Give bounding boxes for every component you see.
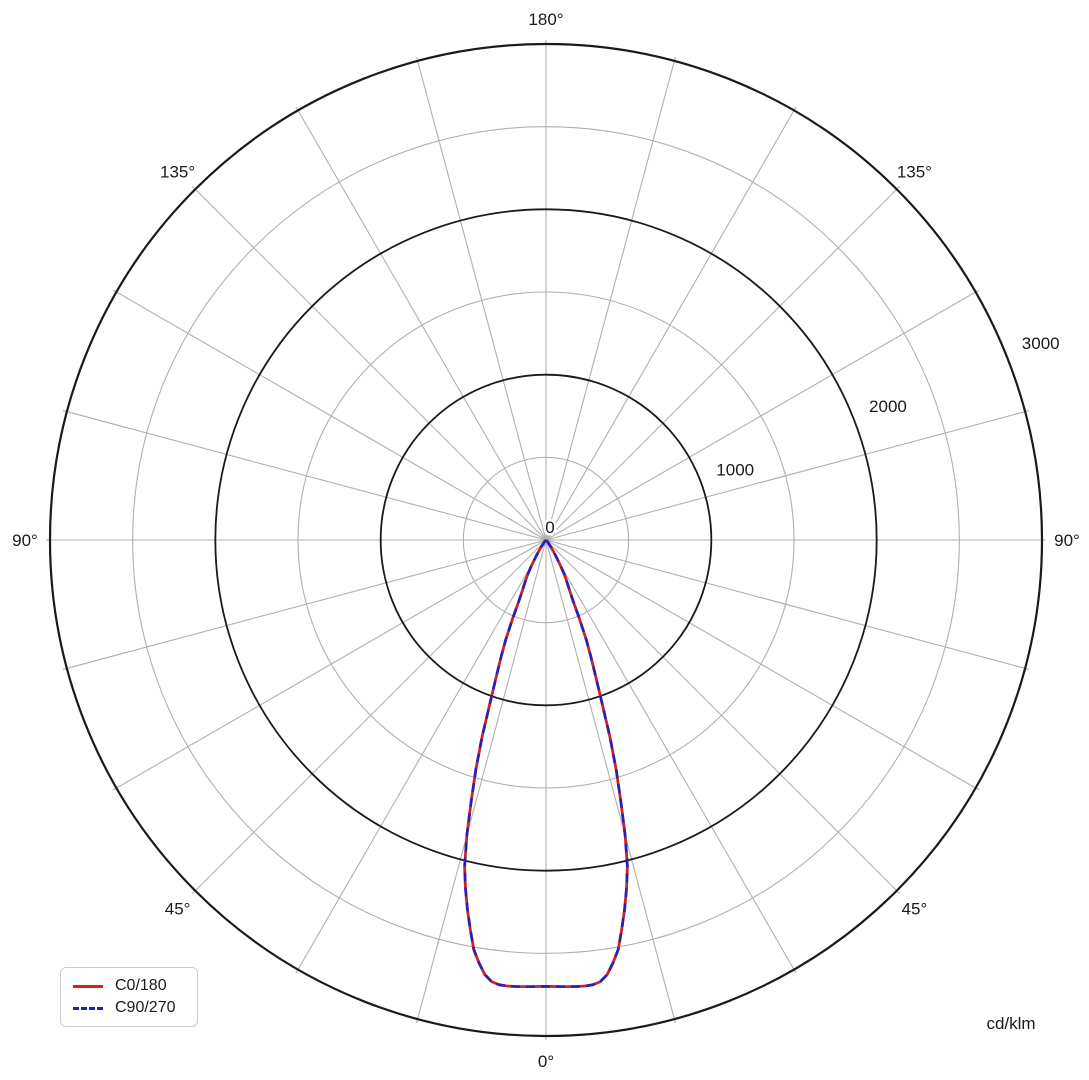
grid-ring-major [379,373,713,707]
legend: C0/180 C90/270 [60,967,198,1027]
legend-entry-c90-270: C90/270 [73,997,191,1019]
angle-label: 135° [160,163,195,182]
radius-label: 0 [545,518,554,537]
legend-entry-c0-180: C0/180 [73,975,191,997]
legend-label: C0/180 [115,977,167,994]
grid-ring-major [214,208,878,872]
angle-label: 45° [165,899,191,918]
legend-line-sample-dashed [73,1006,103,1010]
radius-label: 1000 [716,460,754,479]
angle-label: 0° [538,1052,554,1071]
angle-label: 180° [528,10,563,29]
radius-label: 2000 [869,397,907,416]
angle-label: 90° [1054,531,1080,550]
series-curve-c90-270 [463,538,629,988]
radius-label: 3000 [1022,334,1060,353]
legend-line-sample-solid [73,984,103,988]
angle-label: 45° [902,899,928,918]
legend-label: C90/270 [115,999,176,1016]
grid-ring-major [48,42,1044,1038]
angle-label: 135° [897,163,932,182]
units-label: cd/klm [986,1014,1036,1033]
angle-label: 90° [12,531,38,550]
